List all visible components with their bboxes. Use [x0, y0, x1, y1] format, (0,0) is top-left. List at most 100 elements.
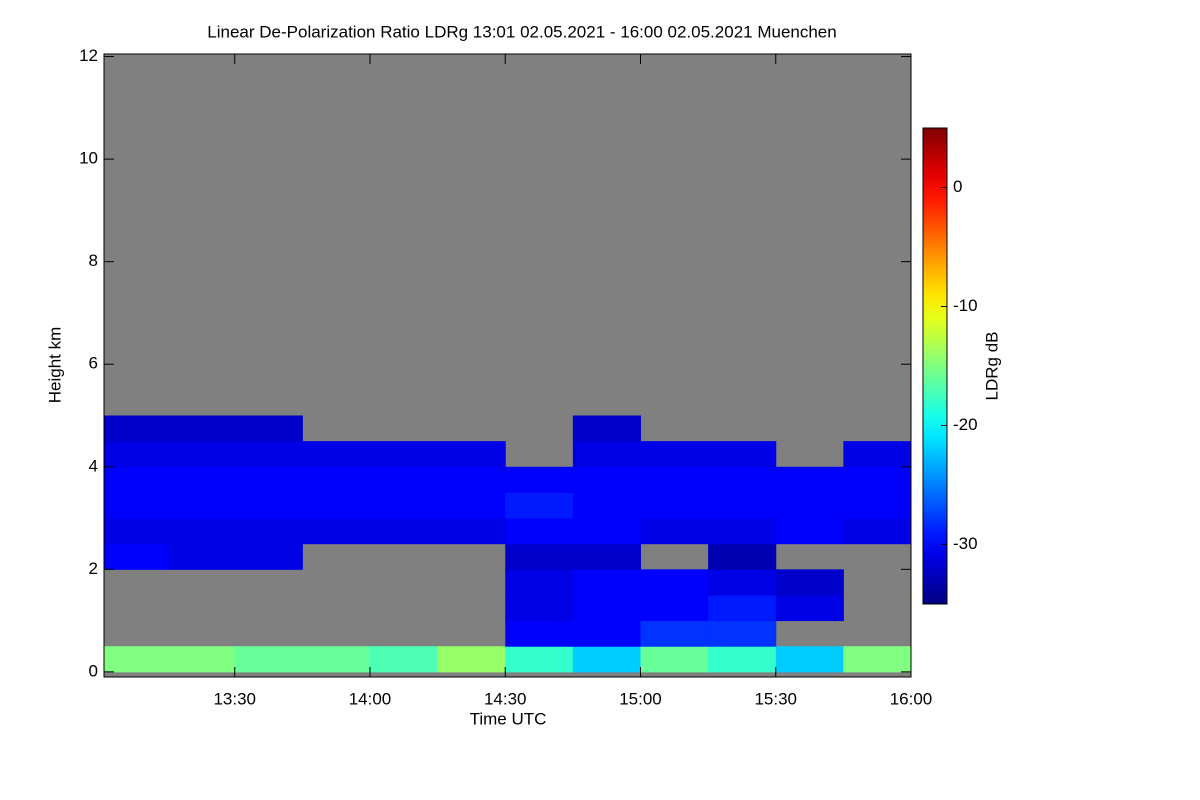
- heatmap-cell: [369, 646, 439, 673]
- heatmap-cell: [505, 543, 574, 570]
- heatmap-cell: [437, 441, 506, 468]
- y-tick-label: 0: [89, 661, 98, 680]
- heatmap-cell: [302, 518, 371, 545]
- heatmap-cell: [104, 543, 168, 570]
- y-tick-label: 10: [79, 149, 98, 168]
- x-tick-label: 14:00: [349, 689, 392, 708]
- heatmap-cell: [572, 441, 641, 468]
- heatmap-cell: [775, 492, 844, 519]
- heatmap-cell: [708, 441, 777, 468]
- heatmap-cell: [505, 594, 574, 622]
- colorbar-tick-label: -30: [953, 534, 978, 553]
- heatmap-cell: [640, 620, 709, 647]
- heatmap-cell: [775, 646, 844, 673]
- heatmap-cell: [708, 620, 777, 647]
- heatmap-cell: [167, 441, 236, 468]
- heatmap-cell: [104, 441, 168, 468]
- heatmap-cell: [843, 466, 911, 493]
- heatmap-cell: [302, 646, 371, 673]
- heatmap-cell: [843, 492, 911, 519]
- heatmap-cell: [708, 543, 777, 570]
- heatmap-cell: [104, 415, 168, 442]
- heatmap-cell: [369, 441, 439, 468]
- heatmap-cell: [104, 518, 168, 545]
- heatmap-cell: [708, 569, 777, 596]
- heatmap-cell: [369, 492, 439, 519]
- heatmap-cell: [640, 569, 709, 596]
- y-axis-label: Height km: [45, 327, 64, 404]
- heatmap-cell: [572, 620, 641, 647]
- x-tick-label: 15:00: [619, 689, 662, 708]
- heatmap-cell: [572, 466, 641, 493]
- heatmap-cell: [708, 518, 777, 545]
- heatmap-cell: [104, 646, 168, 673]
- heatmap-cell: [302, 492, 371, 519]
- heatmap-cell: [167, 466, 236, 493]
- colorbar-tick-label: 0: [953, 177, 962, 196]
- heatmap-cell: [505, 518, 574, 545]
- heatmap-cell: [234, 518, 303, 545]
- plot-frame: [103, 53, 912, 678]
- heatmap-cell: [708, 492, 777, 519]
- heatmap-cell: [437, 518, 506, 545]
- heatmap-cell: [843, 646, 911, 673]
- x-tick-label: 16:00: [890, 689, 933, 708]
- y-tick-label: 6: [89, 354, 98, 373]
- heatmap: [104, 415, 911, 673]
- heatmap-cell: [572, 569, 641, 596]
- heatmap-cell: [234, 466, 303, 493]
- heatmap-cell: [505, 620, 574, 647]
- heatmap-cell: [572, 492, 641, 519]
- heatmap-cell: [437, 466, 506, 493]
- heatmap-cell: [505, 492, 574, 519]
- heatmap-cell: [234, 646, 303, 673]
- heatmap-cell: [775, 518, 844, 545]
- heatmap-cell: [167, 415, 236, 442]
- x-axis-label: Time UTC: [470, 709, 547, 728]
- heatmap-cell: [572, 518, 641, 545]
- heatmap-cell: [640, 466, 709, 493]
- y-tick-label: 12: [79, 46, 98, 65]
- heatmap-cell: [640, 594, 709, 622]
- heatmap-cell: [437, 646, 506, 673]
- heatmap-cell: [167, 543, 236, 570]
- heatmap-cell: [843, 518, 911, 545]
- heatmap-cell: [775, 466, 844, 493]
- x-tick-label: 14:30: [484, 689, 527, 708]
- heatmap-cell: [843, 441, 911, 468]
- x-tick-label: 13:30: [213, 689, 256, 708]
- heatmap-cell: [505, 646, 574, 673]
- x-tick-label: 15:30: [754, 689, 797, 708]
- heatmap-cell: [437, 492, 506, 519]
- heatmap-cell: [708, 466, 777, 493]
- chart-title: Linear De-Polarization Ratio LDRg 13:01 …: [207, 22, 836, 41]
- heatmap-cell: [572, 646, 641, 673]
- heatmap-cell: [302, 441, 371, 468]
- heatmap-cell: [234, 543, 303, 570]
- heatmap-cell: [572, 415, 641, 442]
- heatmap-cell: [640, 492, 709, 519]
- heatmap-cell: [775, 594, 844, 622]
- colorbar-tick-label: -10: [953, 296, 978, 315]
- y-tick-label: 8: [89, 251, 98, 270]
- y-tick-label: 4: [89, 456, 98, 475]
- heatmap-cell: [167, 646, 236, 673]
- heatmap-cell: [505, 569, 574, 596]
- heatmap-cell: [640, 646, 709, 673]
- heatmap-cell: [369, 518, 439, 545]
- heatmap-cell: [104, 492, 168, 519]
- heatmap-cell: [104, 466, 168, 493]
- colorbar-tick-label: -20: [953, 415, 978, 434]
- heatmap-cell: [572, 543, 641, 570]
- heatmap-cell: [640, 518, 709, 545]
- heatmap-cell: [505, 466, 574, 493]
- heatmap-cell: [302, 466, 371, 493]
- heatmap-cell: [234, 492, 303, 519]
- colorbar-label: LDRg dB: [982, 332, 1001, 401]
- heatmap-cell: [775, 569, 844, 596]
- heatmap-cell: [708, 646, 777, 673]
- heatmap-cell: [167, 518, 236, 545]
- heatmap-cell: [234, 441, 303, 468]
- colorbar: [922, 127, 948, 605]
